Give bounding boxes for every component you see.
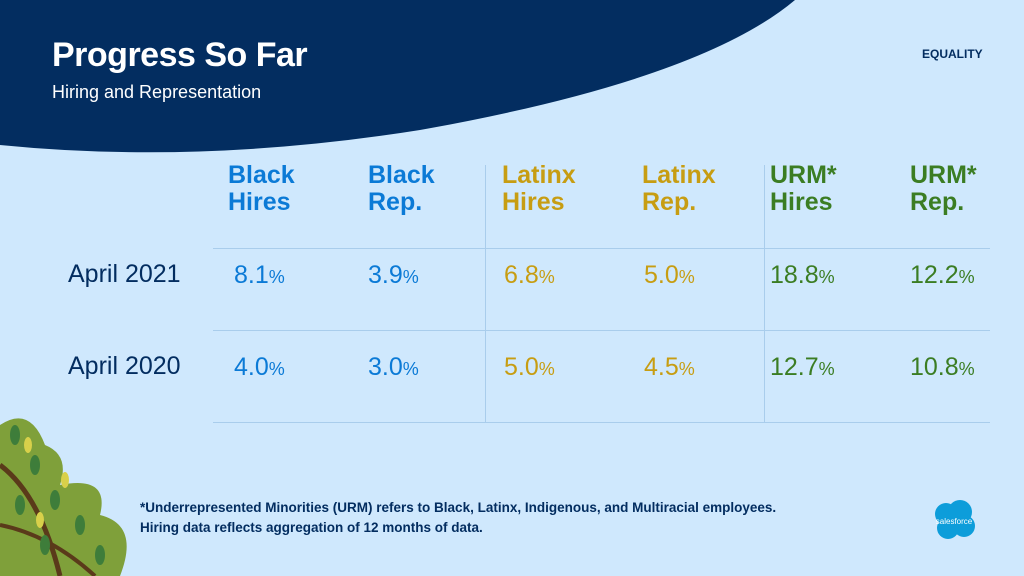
row-divider [213, 422, 990, 423]
cell-value: 4.0 [234, 353, 269, 381]
table-cell: 12.7% [770, 353, 835, 382]
table-cell: 10.8% [910, 353, 975, 382]
column-header-line: Black [228, 161, 295, 189]
table-cell: 3.0% [368, 353, 419, 382]
cell-unit: % [958, 267, 975, 287]
cell-value: 10.8 [910, 353, 959, 381]
column-header-line: URM* [910, 161, 977, 189]
cell-unit: % [268, 359, 285, 379]
cell-value: 18.8 [770, 261, 819, 289]
column-header: URM* Hires [770, 162, 837, 216]
column-header-line: Rep. [642, 188, 697, 216]
column-header-line: URM* [770, 161, 837, 189]
tree-illustration [0, 418, 127, 576]
cell-unit: % [538, 359, 555, 379]
column-header: Black Rep. [368, 162, 435, 216]
cell-value: 3.0 [368, 353, 403, 381]
cell-value: 8.1 [234, 261, 269, 289]
cell-unit: % [678, 359, 695, 379]
table-cell: 4.5% [644, 353, 695, 382]
column-header-line: Hires [770, 188, 833, 216]
cell-unit: % [402, 359, 419, 379]
cell-unit: % [268, 267, 285, 287]
cell-unit: % [818, 267, 835, 287]
footnote-line: *Underrepresented Minorities (URM) refer… [140, 500, 777, 515]
table-cell: 6.8% [504, 261, 555, 290]
cell-unit: % [958, 359, 975, 379]
row-label: April 2021 [68, 260, 181, 288]
cell-unit: % [818, 359, 835, 379]
cell-value: 4.5 [644, 353, 679, 381]
cell-value: 5.0 [504, 353, 539, 381]
table-cell: 8.1% [234, 261, 285, 290]
column-header: URM* Rep. [910, 162, 977, 216]
column-divider [485, 165, 486, 422]
page-title: Progress So Far [52, 36, 308, 74]
column-header-line: Hires [502, 188, 565, 216]
row-divider [213, 330, 990, 331]
cell-value: 5.0 [644, 261, 679, 289]
column-header-line: Rep. [910, 188, 965, 216]
table-cell: 4.0% [234, 353, 285, 382]
table-cell: 5.0% [504, 353, 555, 382]
column-header-line: Hires [228, 188, 291, 216]
footnote: *Underrepresented Minorities (URM) refer… [140, 498, 776, 538]
row-divider [213, 248, 990, 249]
column-divider [764, 165, 765, 422]
cell-unit: % [678, 267, 695, 287]
cell-value: 12.7 [770, 353, 819, 381]
salesforce-logo: salesforce [932, 498, 975, 542]
cell-value: 12.2 [910, 261, 959, 289]
column-header: Latinx Rep. [642, 162, 716, 216]
table-cell: 12.2% [910, 261, 975, 290]
footnote-line: Hiring data reflects aggregation of 12 m… [140, 520, 483, 535]
cell-unit: % [538, 267, 555, 287]
section-tag: EQUALITY [922, 47, 983, 61]
row-label: April 2020 [68, 352, 181, 380]
table-cell: 5.0% [644, 261, 695, 290]
column-header-line: Latinx [502, 161, 576, 189]
column-header-line: Latinx [642, 161, 716, 189]
column-header-line: Rep. [368, 188, 423, 216]
cell-unit: % [402, 267, 419, 287]
column-header: Black Hires [228, 162, 295, 216]
cell-value: 6.8 [504, 261, 539, 289]
table-cell: 18.8% [770, 261, 835, 290]
cell-value: 3.9 [368, 261, 403, 289]
column-header-line: Black [368, 161, 435, 189]
svg-text:salesforce: salesforce [936, 517, 973, 526]
column-header: Latinx Hires [502, 162, 576, 216]
page-subtitle: Hiring and Representation [52, 82, 262, 102]
table-cell: 3.9% [368, 261, 419, 290]
